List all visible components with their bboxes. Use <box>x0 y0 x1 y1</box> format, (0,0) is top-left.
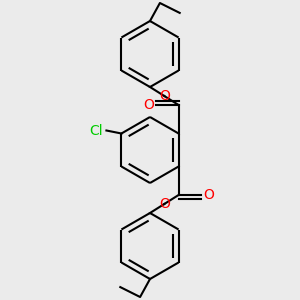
Text: O: O <box>159 197 170 211</box>
Text: O: O <box>143 98 154 112</box>
Text: Cl: Cl <box>89 124 103 137</box>
Text: O: O <box>159 89 170 103</box>
Text: O: O <box>203 188 214 202</box>
